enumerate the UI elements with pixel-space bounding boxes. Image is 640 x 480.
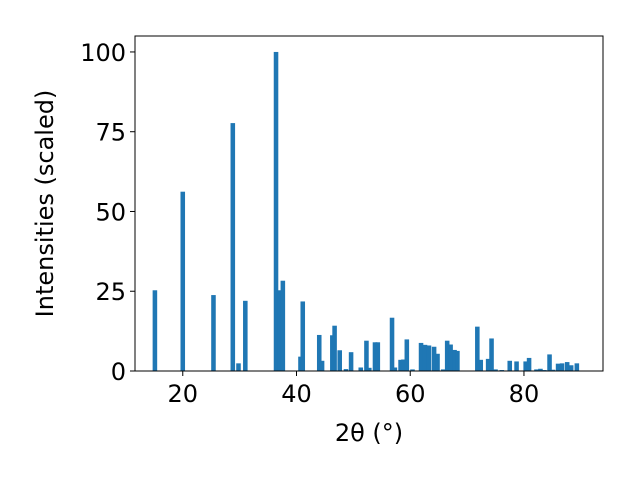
bar [389,317,395,371]
bar [559,363,565,371]
bar [401,359,406,371]
bar [358,367,364,371]
bar [319,360,325,371]
bar [455,350,460,371]
bar [568,365,574,371]
bar [547,354,552,371]
bar [538,368,543,371]
axes-frame [134,35,604,372]
bar [440,369,446,371]
bar [398,359,403,371]
bars-group [152,51,580,371]
bar [485,358,491,371]
bar [489,338,494,371]
bar [273,51,279,371]
bar [475,326,480,371]
bar [332,325,337,371]
bar [316,334,322,371]
x-tick-label: 80 [509,380,540,408]
bar [348,352,354,371]
bar [526,357,532,371]
bar [367,367,372,371]
bar [478,359,484,371]
bar [277,290,283,371]
bar [300,301,306,371]
bar [236,363,241,371]
x-tick-label: 20 [167,380,198,408]
x-tick-label: 60 [395,380,426,408]
bar [410,369,415,371]
bar [435,353,440,371]
y-tick-label: 75 [95,119,126,147]
x-tick-label: 40 [281,380,312,408]
bar [514,361,519,371]
y-tick-label: 100 [80,39,126,67]
bar [418,342,424,371]
bar [280,280,286,371]
bar [372,342,378,371]
bar [448,344,453,371]
bar [564,362,570,371]
bar [404,339,410,371]
bar [507,360,513,371]
bar [343,369,349,371]
bar [574,363,580,371]
bar [152,290,158,371]
bar [452,349,457,371]
bar [375,342,381,371]
bar [230,123,236,371]
y-tick-label: 25 [95,278,126,306]
bar [444,340,450,371]
bar [550,369,556,371]
bar [523,361,528,371]
y-tick-label: 0 [111,358,126,386]
bar [422,344,428,371]
bar [431,346,437,371]
x-ticks-group: 20 40 60 80 [167,371,539,408]
bar [392,367,398,371]
bar [180,191,186,371]
bar [534,369,539,371]
bar [364,340,369,371]
y-tick-label: 50 [95,198,126,226]
bar [555,363,561,371]
y-axis-label: Intensities (scaled) [31,90,59,318]
bar [298,356,303,371]
bar [493,369,498,371]
bar [243,300,248,371]
bar [426,345,432,371]
x-axis-label: 2θ (°) [335,419,403,447]
y-ticks-group: 0 25 50 75 100 [80,39,135,386]
bar [337,350,342,371]
bar [211,295,216,371]
